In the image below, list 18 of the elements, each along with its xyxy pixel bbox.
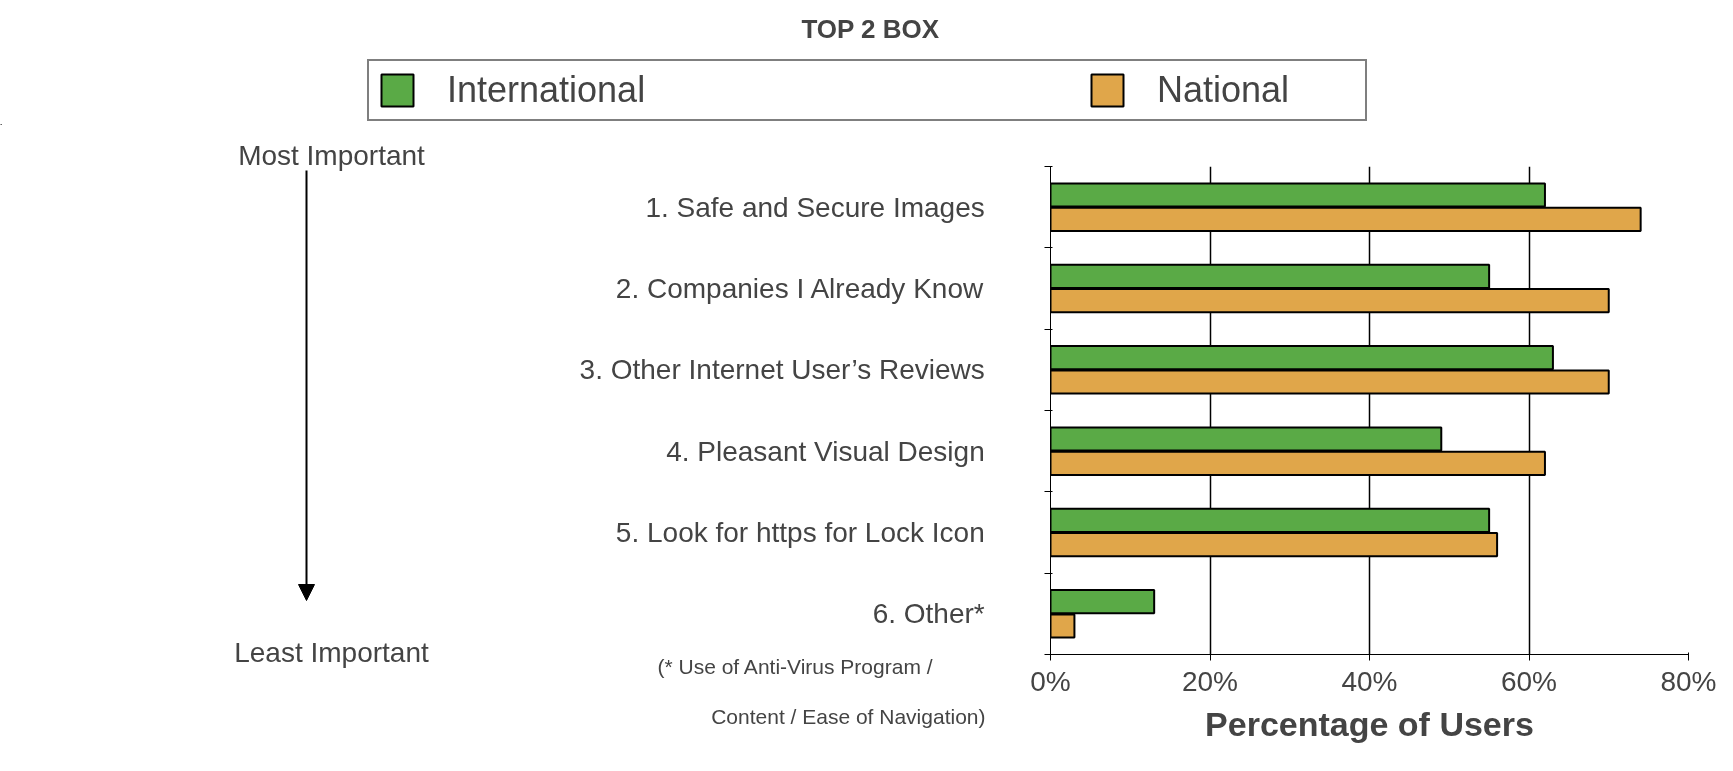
- text: Most Important: [238, 140, 426, 171]
- y-tick-label: 3. Other Internet User’s Reviews: [579, 354, 985, 386]
- x-tick-label: 40%: [1341, 665, 1398, 697]
- y-tick-label: 6. Other*: [872, 598, 985, 630]
- y-tick-label: 5. Look for https for Lock Icon: [615, 517, 985, 548]
- legend-label: International: [447, 69, 647, 111]
- legend-label: National: [1157, 69, 1291, 111]
- x-tick-label: 0%: [1030, 665, 1071, 697]
- x-tick-label: 80%: [1660, 665, 1717, 697]
- text: (* Use of Anti-Virus Program / Content / Ease of Navigation): [657, 655, 986, 728]
- y-tick-label: 1. Safe and Secure Images: [645, 191, 985, 223]
- x-tick-label: 60%: [1500, 665, 1558, 697]
- chart-title: TOP 2 BOX: [801, 13, 940, 44]
- y-tick-label: 4. Pleasant Visual Design: [666, 435, 985, 467]
- y-tick-label: 2. Companies I Already Know: [615, 273, 984, 304]
- x-tick-label: 20%: [1181, 665, 1239, 697]
- x-axis-title: Percentage of Users: [1205, 704, 1534, 743]
- text: Least Important: [234, 637, 429, 668]
